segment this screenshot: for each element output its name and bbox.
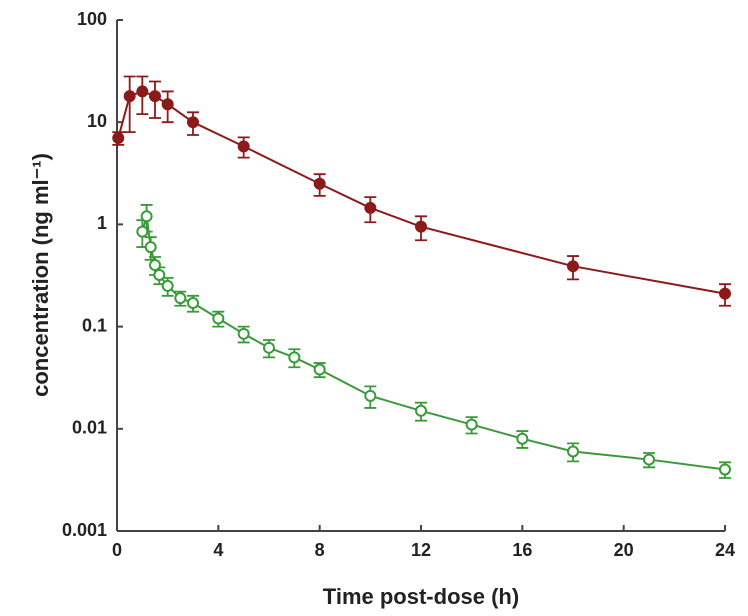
y-tick-label: 0.001 [62,520,107,540]
data-point [364,201,377,214]
x-tick-label: 20 [614,540,634,560]
data-point [187,116,199,129]
data-point [237,140,250,153]
data-point [364,389,377,402]
data-point [136,225,149,238]
data-point [288,351,301,364]
data-point [149,90,161,103]
data-point [567,260,579,273]
x-tick-label: 12 [411,540,431,560]
data-point [161,98,174,111]
x-tick-label: 8 [315,540,325,560]
data-point [187,297,199,310]
data-point [161,279,174,292]
data-point [719,463,731,476]
data-point [140,210,153,223]
data-point [144,241,157,254]
x-tick-label: 16 [512,540,532,560]
data-point [153,268,166,281]
series-line [141,216,726,471]
data-point [719,287,731,300]
series-line [117,90,726,295]
data-point [149,259,161,272]
x-axis-title: Time post-dose (h) [323,584,519,609]
data-point [516,432,529,445]
data-point [112,132,125,145]
data-point [643,453,655,466]
data-point [237,327,250,340]
x-tick-label: 4 [213,540,223,560]
y-tick-label: 10 [87,111,107,131]
data-point [313,363,326,376]
data-point [212,312,225,325]
error-bar [123,75,136,134]
data-point [415,220,427,233]
y-tick-label: 100 [77,9,107,29]
data-point [136,85,149,98]
x-tick-label: 0 [112,540,122,560]
y-tick-label: 1 [97,213,107,233]
x-tick-label: 24 [715,540,735,560]
y-axis-title: concentration (ng ml⁻¹) [28,153,53,397]
y-tick-label: 0.1 [82,315,107,335]
data-point [313,177,326,190]
data-point [465,418,478,431]
y-tick-label: 0.01 [72,418,107,438]
data-point [567,445,579,458]
data-point [263,341,275,354]
data-point [174,292,187,305]
data-point [123,90,136,103]
data-point [415,404,427,417]
